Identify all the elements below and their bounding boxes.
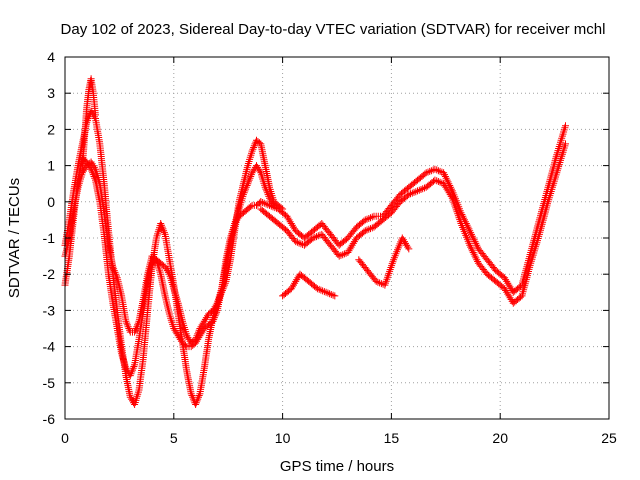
x-tick-label: 10	[275, 430, 291, 446]
y-tick-label: -6	[43, 411, 56, 427]
y-tick-label: -5	[43, 375, 56, 391]
x-tick-labels: 0 5 10 15 20 25	[61, 430, 617, 446]
x-tick-label: 20	[492, 430, 508, 446]
y-tick-label: 2	[47, 121, 55, 137]
series-markers	[78, 75, 99, 170]
y-tick-label: 0	[47, 194, 55, 210]
x-axis-label: GPS time / hours	[280, 458, 394, 475]
series-5	[257, 122, 569, 296]
y-tick-label: 3	[47, 85, 55, 101]
y-axis-label: SDTVAR / TECUs	[6, 178, 23, 298]
ticks	[64, 56, 610, 420]
series-3	[61, 158, 265, 351]
y-tick-label: 4	[47, 49, 55, 65]
series-markers	[355, 234, 413, 289]
series-markers	[61, 154, 278, 380]
series-markers	[257, 140, 569, 307]
series-4	[78, 75, 99, 170]
y-tick-label: -3	[43, 302, 56, 318]
y-tick-label: 1	[47, 158, 55, 174]
y-tick-label: -4	[43, 339, 56, 355]
x-tick-label: 25	[601, 430, 617, 446]
x-tick-label: 0	[61, 430, 69, 446]
x-tick-label: 5	[170, 430, 178, 446]
x-tick-label: 15	[384, 430, 400, 446]
series-markers	[279, 270, 339, 300]
plot-points	[61, 75, 569, 408]
y-tick-labels: -6 -5 -4 -3 -2 -1 0 1 2 3 4	[43, 49, 56, 427]
series-6	[257, 140, 569, 307]
series-2	[61, 154, 278, 380]
y-tick-label: -2	[43, 266, 56, 282]
series-8	[355, 234, 413, 289]
series-7	[279, 270, 339, 300]
grid	[65, 57, 609, 419]
series-markers	[257, 122, 569, 296]
y-tick-label: -1	[43, 230, 56, 246]
chart-title: Day 102 of 2023, Sidereal Day-to-day VTE…	[61, 21, 606, 38]
series-markers	[61, 158, 265, 351]
